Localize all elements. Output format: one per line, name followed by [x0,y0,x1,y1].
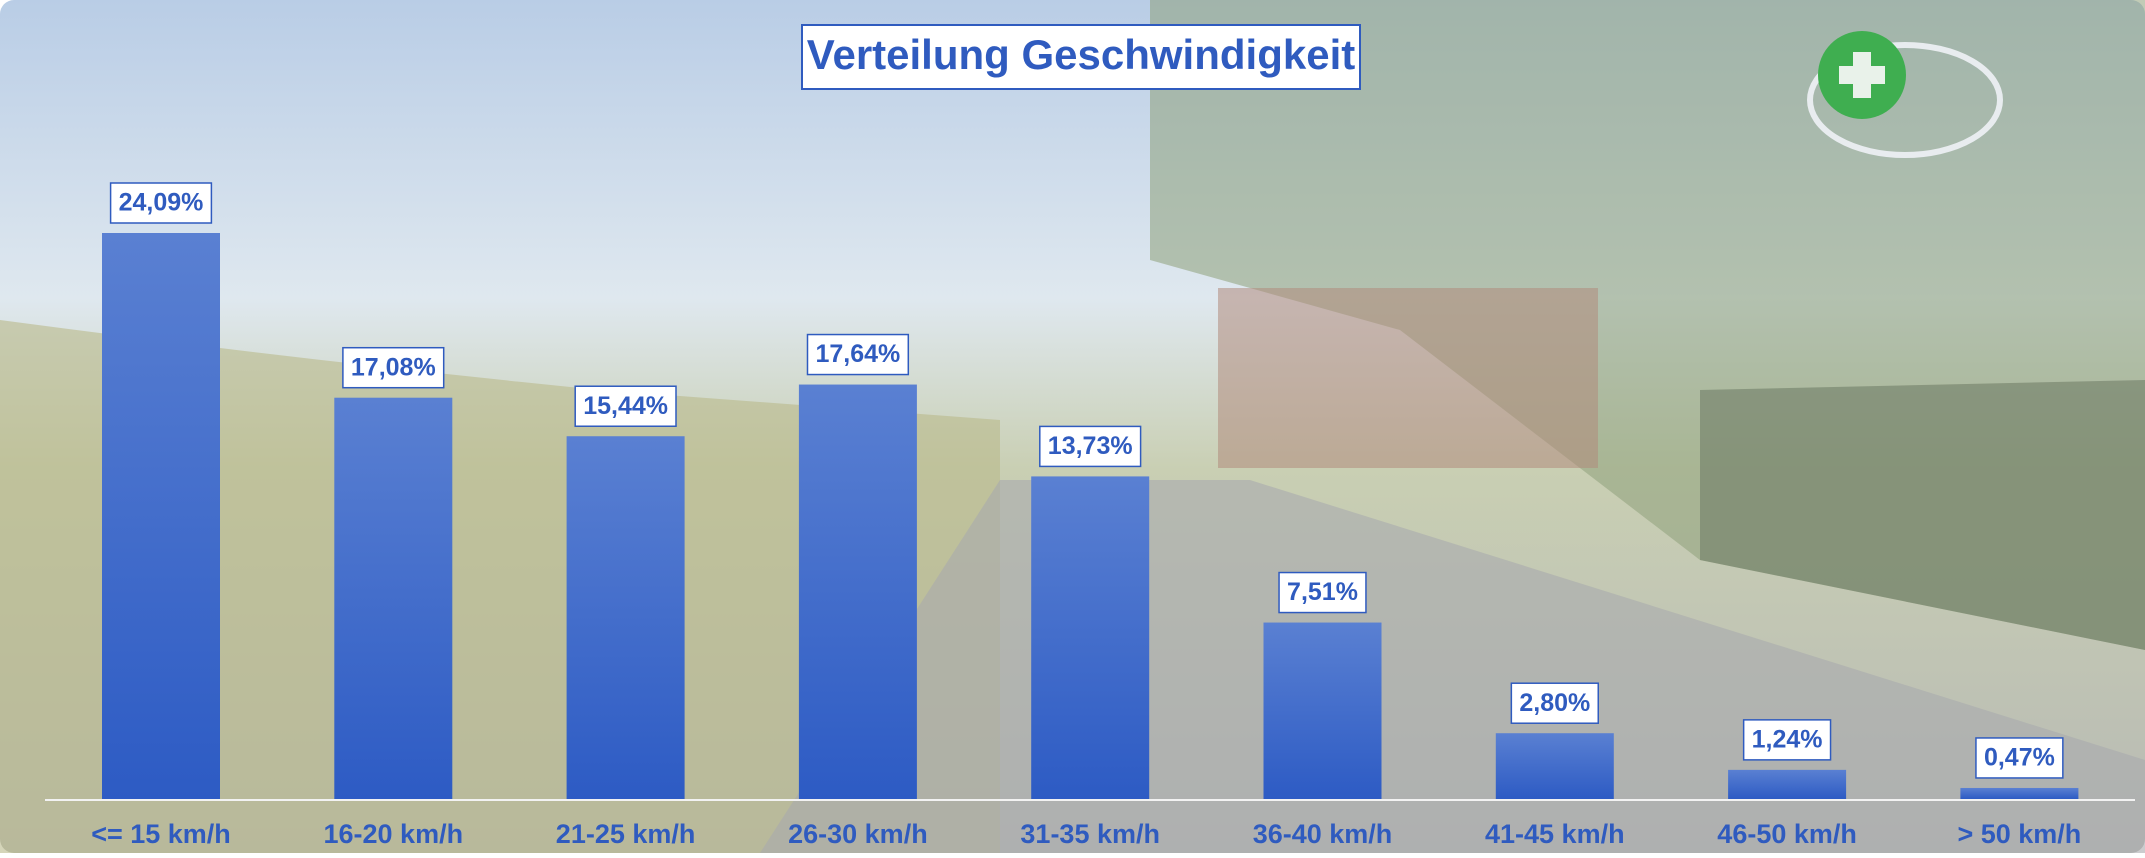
value-label-box [1975,737,2064,779]
value-label-box [574,385,677,427]
bar [1960,787,2079,799]
value-label: 17,08% [351,353,436,381]
bar [566,436,685,799]
logo [1807,31,2003,158]
bar [334,397,453,799]
x-tick-label: 31-35 km/h [1020,819,1160,849]
x-tick-label: 41-45 km/h [1485,819,1625,849]
value-label-box [1742,719,1832,761]
value-label-box [109,182,213,224]
value-label: 15,44% [583,392,668,420]
x-tick-label: 16-20 km/h [324,819,464,849]
value-label-box [806,333,910,376]
chart-title: Verteilung Geschwindigkeit [807,31,1355,78]
x-tick-label: <= 15 km/h [91,819,231,849]
x-tick-label: > 50 km/h [1957,819,2081,849]
bar [102,233,220,799]
title-box [801,24,1361,90]
value-label: 1,24% [1752,725,1823,753]
hedge [1700,380,2145,650]
bar [1728,769,1847,799]
x-tick-label: 36-40 km/h [1253,819,1393,849]
value-label-box [1278,571,1367,614]
value-label: 13,73% [1048,432,1133,460]
field [0,320,1000,853]
value-label-box [1510,682,1599,724]
value-label-box [342,346,445,389]
value-label: 0,47% [1984,744,2055,772]
value-label: 17,64% [816,340,901,368]
x-tick-label: 26-30 km/h [788,819,928,849]
value-label-box [1039,425,1142,468]
bar [1495,733,1614,799]
value-label: 24,09% [119,189,204,217]
value-label: 2,80% [1519,689,1590,717]
bar [1031,476,1150,799]
house [1218,288,1598,468]
x-tick-label: 21-25 km/h [556,819,696,849]
bar [1263,622,1382,799]
bar [798,384,917,799]
x-tick-label: 46-50 km/h [1717,819,1857,849]
value-label: 7,51% [1287,578,1358,606]
